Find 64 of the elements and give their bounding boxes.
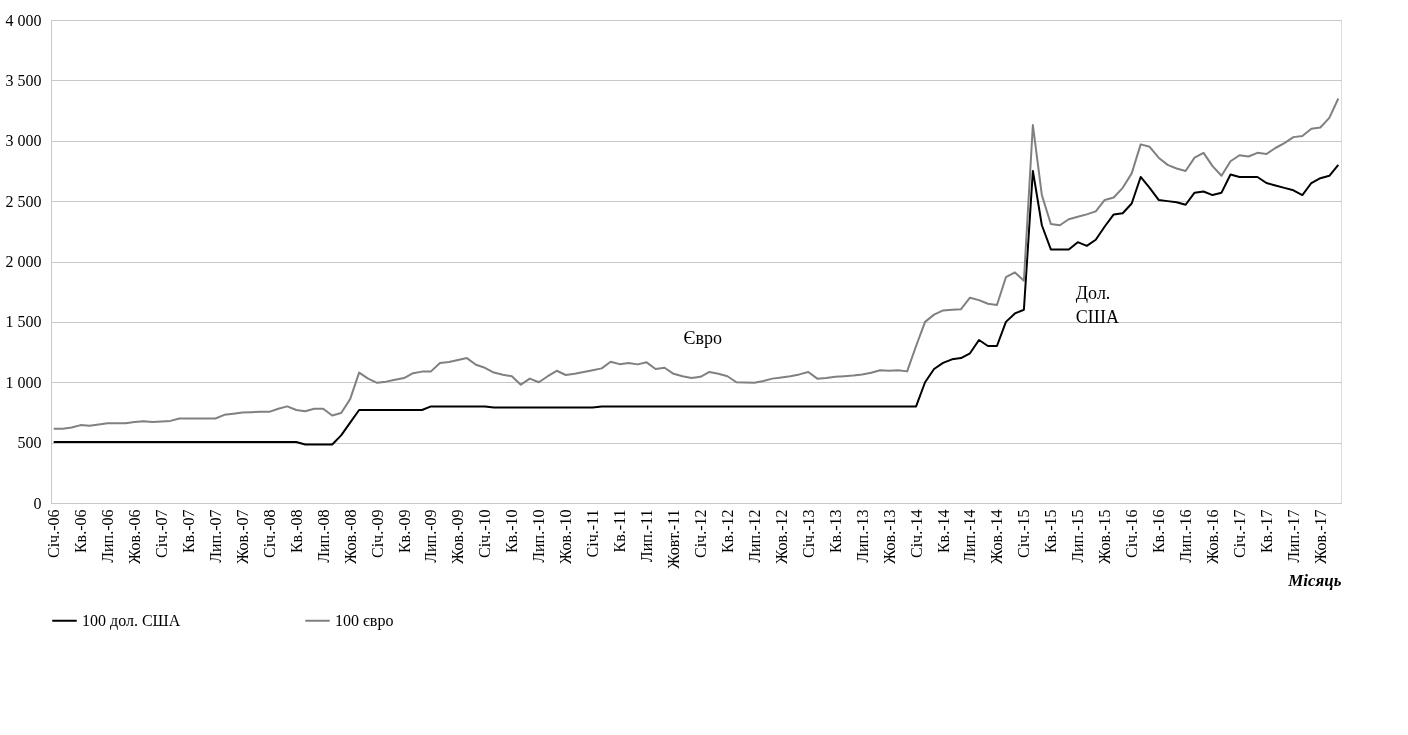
x-tick-label: Січ.-15 — [1015, 509, 1033, 558]
x-tick-label: Лип.-07 — [206, 509, 224, 563]
x-tick-label: Жов.-07 — [233, 509, 251, 564]
x-tick-label: Січ.-17 — [1230, 509, 1248, 558]
x-tick-label: Кв.-11 — [611, 509, 629, 553]
legend-label: 100 дол. США — [82, 611, 181, 630]
x-tick-label: Кв.-17 — [1257, 509, 1275, 554]
x-tick-label: Лип.-15 — [1069, 509, 1087, 563]
line-series — [52, 163, 1340, 446]
x-tick-label: Жов.-16 — [1204, 509, 1222, 564]
y-tick-label: 500 — [17, 434, 42, 452]
x-tick-label: Січ.-16 — [1123, 509, 1141, 558]
x-tick-label: Лип.-10 — [530, 509, 548, 563]
y-tick-label: 0 — [33, 494, 42, 512]
x-tick-label: Жов.-06 — [126, 509, 144, 564]
x-tick-label: Кв.-07 — [179, 509, 197, 554]
x-tick-label: Жов.-08 — [341, 509, 359, 564]
x-tick-label: Кв.-12 — [718, 509, 736, 554]
legend-label: 100 євро — [335, 611, 394, 630]
x-tick-label: Січ.-12 — [691, 509, 709, 558]
y-tick-label: 2 000 — [5, 253, 42, 270]
x-tick-label: Жовт.-11 — [665, 509, 683, 569]
x-tick-label: Кв.-06 — [72, 509, 90, 554]
x-tick-label: Лип.-09 — [422, 509, 440, 563]
x-tick-label: Лип.-14 — [961, 509, 979, 563]
x-tick-label: Кв.-15 — [1042, 509, 1060, 554]
y-tick-label: 3 000 — [5, 132, 42, 150]
annotation: Дол. США — [1075, 283, 1120, 328]
x-tick-label: Січ.-10 — [476, 509, 494, 558]
annotation: Євро — [683, 327, 722, 348]
x-tick-label: Кв.-16 — [1150, 509, 1168, 554]
y-tick-label: 4 000 — [5, 11, 42, 29]
x-tick-label: Січ.-09 — [368, 509, 386, 558]
x-tick-label: Жов.-10 — [557, 509, 575, 564]
line-series — [52, 97, 1340, 430]
x-tick-label: Кв.-14 — [934, 509, 952, 554]
x-tick-label: Лип.-17 — [1284, 509, 1302, 563]
x-tick-label: Кв.-13 — [826, 509, 844, 554]
x-tick-label: Лип.-12 — [745, 509, 763, 563]
y-tick-label: 1 500 — [5, 313, 42, 331]
x-tick-label: Жов.-17 — [1311, 509, 1329, 564]
x-tick-label: Лип.-06 — [99, 509, 117, 563]
x-tick-label: Жов.-14 — [988, 509, 1006, 564]
x-tick-label: Кв.-10 — [503, 509, 521, 554]
x-tick-label: Жов.-09 — [449, 509, 467, 564]
x-tick-label: Січ.-07 — [152, 509, 170, 558]
x-tick-label: Січ.-08 — [260, 509, 278, 558]
y-tick-label: 1 000 — [5, 373, 42, 391]
x-tick-label: Січ.-11 — [584, 509, 602, 558]
x-tick-label: Кв.-09 — [395, 509, 413, 554]
x-tick-label: Жов.-13 — [880, 509, 898, 564]
x-tick-label: Лип.-16 — [1177, 509, 1195, 563]
y-tick-label: 2 500 — [5, 192, 42, 210]
x-tick-label: Лип.-08 — [314, 509, 332, 563]
x-tick-label: Жов.-15 — [1096, 509, 1114, 564]
x-axis-title: Місяць — [1287, 570, 1342, 590]
x-tick-label: Січ.-13 — [799, 509, 817, 558]
x-tick-label: Жов.-12 — [772, 509, 790, 564]
x-tick-label: Лип.-11 — [638, 509, 656, 563]
x-tick-label: Кв.-08 — [287, 509, 305, 554]
x-tick-label: Січ.-06 — [45, 509, 63, 558]
x-tick-label: Січ.-14 — [907, 509, 925, 558]
x-tick-label: Лип.-13 — [853, 509, 871, 563]
y-tick-label: 3 500 — [5, 71, 42, 89]
